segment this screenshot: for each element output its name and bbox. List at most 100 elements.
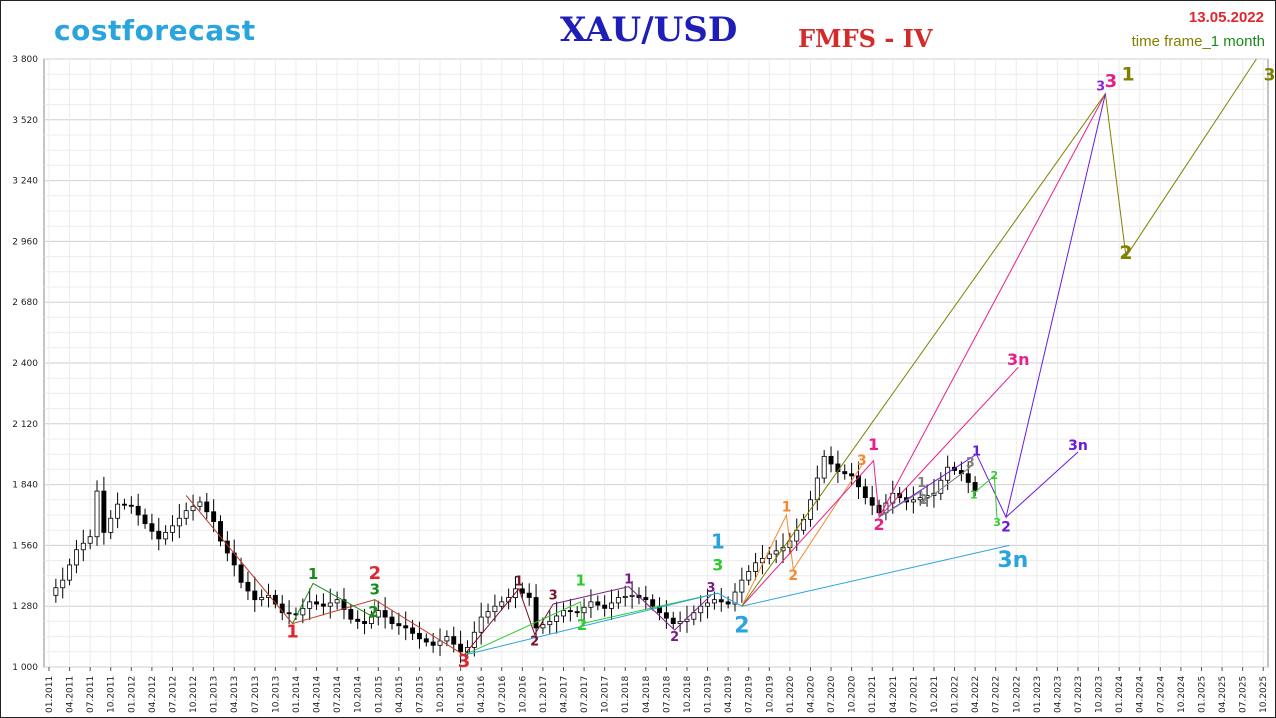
candle-bear [142,514,148,525]
x-tick-label: 07.2024 [1156,676,1166,713]
candle-bull [554,615,560,622]
x-tick-label: 10.2020 [848,676,858,713]
wave-line [878,366,1019,518]
x-tick-label: 04.2014 [313,676,323,713]
candle-bear [341,599,347,610]
candle-bull [540,624,546,629]
candle-bear [355,618,361,622]
wave-label: 2 [788,568,798,584]
x-tick-label: 01.2023 [1033,676,1043,713]
x-tick-label: 01.2022 [951,676,961,713]
candle-bull [622,596,628,598]
candle-bull [197,501,203,507]
candle-bull [629,594,635,597]
timeframe-value: 1 month [1210,33,1265,50]
wave-label: 1 [711,530,725,554]
candle-bear [156,530,162,540]
y-tick-label: 2 680 [12,298,38,308]
wave-label: 2 [990,469,998,482]
candle-bear [204,501,210,513]
wave-label: 2 [1119,242,1132,264]
candle-bear [293,613,299,616]
candle-bear [602,604,608,609]
candle-bear [849,473,855,477]
wave-label: 3 [1096,79,1105,94]
wave-label: 3n [997,548,1028,573]
x-tick-label: 07.2012 [168,676,178,713]
wave-line [185,495,465,656]
candle-bull [492,605,498,613]
candle-bear [320,603,326,607]
candle-bull [115,503,121,519]
candle-bull [53,587,59,596]
x-tick-label: 04.2024 [1136,676,1146,713]
candle-bear [650,599,656,607]
candle-bear [842,471,848,475]
wave-line [878,466,971,518]
wave-label: 1 [972,444,981,459]
wave-lines [185,58,1257,656]
x-tick-label: 10.2015 [436,676,446,713]
candle-bear [314,601,319,605]
candle-bear [567,610,573,613]
candle-bear [218,521,223,542]
candle-bull [691,612,697,620]
wave-label: 1 [970,489,978,502]
x-tick-label: 07.2014 [333,676,343,713]
wave-label: 2 [734,613,749,638]
candle-bear [362,621,368,624]
candle-bull [773,550,779,555]
wave-label: 2 [368,603,378,621]
candle-bull [437,640,443,646]
x-tick-label: 10.2014 [354,676,364,713]
candle-bear [403,625,409,629]
x-tick-label: 04.2012 [148,676,158,713]
candle-bull [499,601,505,607]
candle-bull [705,602,711,607]
x-tick-label: 07.2022 [992,676,1002,713]
x-tick-label: 01.2019 [704,676,714,713]
candle-bull [821,455,827,479]
candle-bear [348,609,354,620]
candle-bull [176,517,182,527]
candle-bear [856,475,861,488]
candle-bear [286,612,292,615]
wave-label: 2 [919,493,928,508]
candle-bear [828,455,834,465]
candle-bull [698,605,704,614]
candle-bear [451,636,457,645]
candle-bear [862,486,868,499]
x-tick-label: 10.2017 [601,676,611,713]
x-tick-label: 07.2018 [662,676,672,713]
x-tick-label: 04.2013 [230,676,240,713]
wave-label: 2 [1001,519,1011,535]
wave-line [463,587,554,656]
wave-label: 3 [1105,71,1118,92]
wave-label: 2 [369,563,382,584]
wave-labels: 123213132121231323n123123n33123n13212132… [286,64,1276,672]
x-tick-label: 10.2019 [765,676,775,713]
wave-label: 2 [530,634,539,649]
x-tick-label: 10.2011 [107,676,117,713]
candle-bear [423,638,429,643]
y-tick-label: 1 280 [12,602,38,612]
x-tick-label: 01.2012 [127,676,137,713]
x-tick-label: 10.2022 [1012,676,1022,713]
x-tick-label: 01.2018 [621,676,631,713]
candle-bull [711,599,717,604]
x-tick-label: 07.2019 [745,676,755,713]
candle-bear [272,594,278,605]
candle-bear [869,497,875,506]
candle-bear [430,641,436,646]
candle-bull [60,579,66,589]
candle-bear [211,511,217,522]
wave-label: 1 [624,572,633,587]
x-tick-label: 07.2023 [1074,676,1084,713]
chart-subtitle: FMFS - IV [798,24,933,53]
wave-line [741,464,863,607]
x-tick-label: 04.2011 [66,676,76,713]
y-tick-label: 3 240 [12,177,38,187]
forecast-date: 13.05.2022 [1188,9,1264,26]
candle-bear [595,601,601,606]
x-tick-label: 04.2025 [1218,676,1228,713]
